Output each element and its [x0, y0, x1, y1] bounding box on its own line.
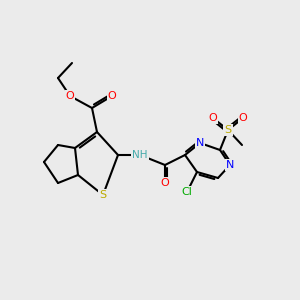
Text: O: O	[108, 91, 116, 101]
Text: NH: NH	[132, 150, 148, 160]
Text: N: N	[196, 138, 204, 148]
Text: Cl: Cl	[182, 187, 192, 197]
Text: O: O	[66, 91, 74, 101]
Text: S: S	[99, 190, 106, 200]
Text: N: N	[226, 160, 234, 170]
Text: S: S	[224, 125, 232, 135]
Text: O: O	[160, 178, 169, 188]
Text: O: O	[238, 113, 247, 123]
Text: O: O	[208, 113, 217, 123]
